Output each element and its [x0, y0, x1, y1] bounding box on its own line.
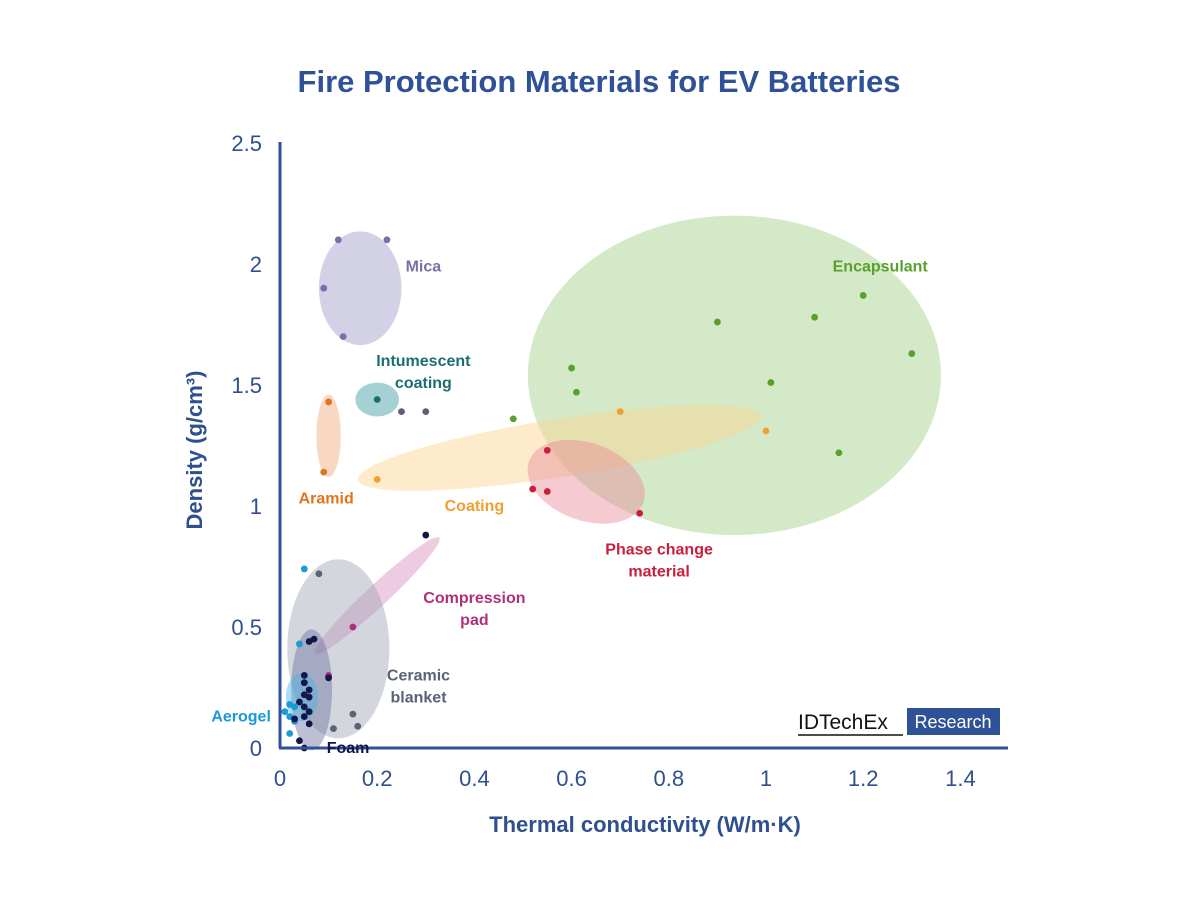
point-encapsulant — [509, 415, 517, 423]
data-points — [281, 236, 916, 752]
label-ceramic-blanket: Ceramic blanket — [387, 667, 450, 706]
label-aerogel: Aerogel — [211, 709, 271, 726]
label-encapsulant: Encapsulant — [833, 258, 929, 275]
x-tick-label: 0.4 — [459, 766, 490, 791]
y-tick-label: 0.5 — [231, 615, 262, 640]
region-ceramic-blanket — [287, 559, 390, 739]
x-tick-label: 0.8 — [654, 766, 685, 791]
region-phase-change-material — [527, 439, 645, 524]
point-encapsulant — [767, 379, 775, 386]
point-foam — [296, 737, 303, 745]
point-foam — [300, 703, 308, 711]
point-phase-change-material — [529, 485, 537, 493]
point-coating — [616, 408, 624, 416]
point-compression-pad — [349, 623, 357, 631]
label-phase-change-material: Phase change material — [605, 542, 713, 581]
y-axis-label: Density (g/cm³) — [182, 371, 207, 530]
label-intumescent-coating: Intumescent coating — [376, 353, 471, 392]
y-tick-label: 2.5 — [231, 131, 262, 156]
x-tick-label: 0 — [274, 766, 286, 791]
label-aramid: Aramid — [299, 491, 354, 508]
point-ceramic-blanket — [349, 710, 357, 718]
point-foam — [305, 686, 313, 694]
label-mica: Mica — [406, 258, 442, 275]
point-phase-change-material — [543, 446, 551, 454]
x-axis-label: Thermal conductivity (W/m·K) — [489, 812, 801, 837]
y-tick-label: 1 — [250, 494, 262, 519]
point-ceramic-blanket — [354, 722, 362, 730]
region-compression-pad — [314, 536, 440, 655]
point-coating — [373, 475, 381, 483]
point-encapsulant — [908, 350, 916, 357]
material-regions — [285, 215, 941, 751]
label-foam: Foam — [327, 740, 370, 757]
point-encapsulant — [811, 313, 818, 321]
point-aerogel — [300, 565, 308, 573]
point-ceramic-blanket — [398, 408, 405, 416]
point-encapsulant — [835, 449, 843, 457]
point-foam — [300, 679, 308, 687]
point-mica — [383, 236, 391, 244]
x-tick-label: 1.2 — [848, 766, 879, 791]
label-compression-pad: Compression pad — [423, 590, 525, 629]
point-ceramic-blanket — [315, 570, 323, 578]
point-foam — [305, 720, 313, 728]
logo-badge-text: Research — [914, 712, 991, 732]
point-foam — [325, 674, 332, 682]
point-intumescent-coating — [373, 396, 381, 403]
point-mica — [339, 333, 347, 340]
x-tick-label: 0.6 — [556, 766, 587, 791]
region-coating — [357, 404, 762, 491]
point-mica — [320, 284, 328, 292]
point-aramid — [325, 398, 332, 406]
y-tick-label: 2 — [250, 252, 262, 277]
point-foam — [300, 713, 308, 720]
point-foam — [305, 693, 313, 701]
point-encapsulant — [859, 292, 867, 299]
point-ceramic-blanket — [330, 725, 337, 733]
point-foam — [305, 638, 313, 645]
point-foam — [300, 672, 308, 679]
x-tick-label: 1.4 — [945, 766, 976, 791]
x-tick-label: 1 — [760, 766, 772, 791]
logo-badge — [907, 708, 1000, 735]
point-mica — [334, 236, 342, 244]
idtechex-logo: IDTechEx Research — [798, 708, 1000, 736]
point-ceramic-blanket — [422, 408, 430, 416]
y-tick-labels: 0 0.5 1 1.5 2 2.5 — [231, 131, 262, 761]
chart-title: Fire Protection Materials for EV Batteri… — [298, 64, 901, 99]
point-encapsulant — [568, 364, 575, 372]
region-aramid — [316, 394, 341, 477]
point-aramid — [320, 468, 328, 476]
point-foam — [296, 698, 303, 706]
label-coating: Coating — [445, 498, 505, 515]
point-aerogel — [296, 640, 303, 648]
point-coating — [762, 427, 770, 435]
x-tick-labels: 0 0.2 0.4 0.6 0.8 1 1.2 1.4 — [274, 766, 976, 791]
y-tick-label: 0 — [250, 736, 262, 761]
point-aerogel — [286, 730, 294, 737]
point-phase-change-material — [636, 509, 644, 517]
point-aerogel — [281, 708, 289, 716]
y-tick-label: 1.5 — [231, 373, 262, 398]
point-aerogel — [291, 703, 298, 711]
point-encapsulant — [714, 318, 721, 326]
logo-brand: IDTechEx — [798, 711, 888, 734]
group-labels: Mica Intumescent coating Encapsulant Aramid C… — [211, 258, 928, 757]
point-encapsulant — [573, 388, 580, 396]
point-foam — [305, 708, 313, 716]
region-mica — [318, 231, 402, 346]
axes — [278, 142, 1008, 750]
x-tick-label: 0.2 — [362, 766, 393, 791]
point-foam — [422, 531, 430, 539]
point-phase-change-material — [543, 488, 551, 495]
point-foam — [291, 715, 298, 723]
